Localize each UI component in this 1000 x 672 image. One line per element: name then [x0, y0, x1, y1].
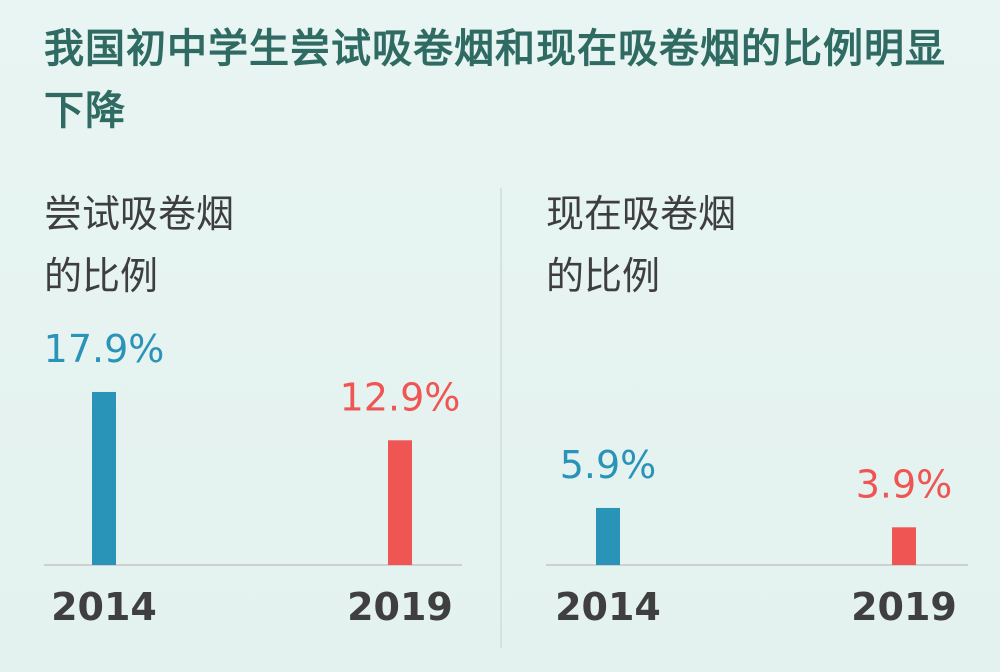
data-label: 17.9% — [44, 327, 165, 371]
chart-title-line: 的比例 — [44, 254, 158, 298]
page-title: 我国初中学生尝试吸卷烟和现在吸卷烟的比例明显下降 — [44, 26, 946, 134]
bar-2014 — [596, 507, 620, 565]
x-tick-label: 2014 — [51, 585, 157, 629]
bar-2019 — [388, 440, 412, 565]
chart-panel-2: 现在吸卷烟的比例 5.9% 2014 3.9% 2019 — [546, 192, 968, 629]
bar-2014 — [92, 391, 116, 565]
chart-title-line: 尝试吸卷烟 — [44, 192, 234, 236]
data-label: 5.9% — [560, 443, 657, 487]
chart-title-line: 现在吸卷烟 — [546, 192, 736, 236]
data-label: 12.9% — [340, 375, 461, 419]
chart-title-line: 的比例 — [546, 254, 660, 298]
bar-2019 — [892, 527, 916, 565]
x-tick-label: 2019 — [851, 585, 957, 629]
data-label: 3.9% — [856, 462, 953, 506]
x-tick-label: 2014 — [555, 585, 661, 629]
panel-divider — [500, 188, 502, 648]
x-tick-label: 2019 — [347, 585, 453, 629]
